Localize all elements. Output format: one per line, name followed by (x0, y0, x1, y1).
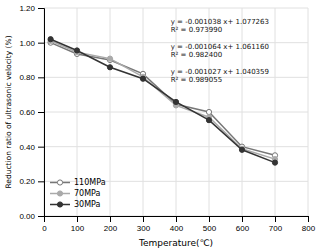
tick: 1.00 (19, 39, 44, 48)
legend: 110MPa 70MPa 30MPa (50, 178, 106, 209)
annotation-line: y = -0.001064 x+ 1.061160 (171, 43, 269, 51)
tick-mark (38, 147, 44, 148)
point (272, 160, 277, 165)
series-line (51, 39, 275, 162)
tick-mark (38, 181, 44, 182)
tick-label: 400 (170, 224, 184, 233)
tick-mark (308, 216, 309, 222)
tick: 0.40 (19, 143, 44, 152)
tick-label: 0.80 (19, 73, 35, 82)
tick: 0.60 (19, 108, 44, 117)
point (140, 76, 145, 81)
x-axis: 0 100 200 300 400 500 600 700 800 (42, 216, 315, 233)
annotation-line: y = -0.001038 x+ 1.077263 (171, 18, 269, 26)
point (206, 118, 211, 123)
axis-line (45, 217, 309, 223)
grid-line (44, 8, 308, 9)
point (206, 109, 211, 114)
series-line (51, 43, 275, 156)
tick: 0.00 (19, 212, 44, 221)
grid-line (44, 146, 308, 147)
legend-label: 70MPa (74, 189, 101, 198)
legend-item: 70MPa (50, 189, 101, 198)
tick: 800 (302, 216, 316, 233)
tick-mark (209, 216, 210, 222)
x-axis-title: Temperature(℃) (138, 238, 213, 248)
tick: 600 (236, 216, 250, 233)
tick-label: 1.20 (19, 4, 35, 13)
plot: 0 100 200 300 400 500 600 700 800 0.00 0.20 0.40 0.6… (19, 4, 315, 233)
tick-mark (38, 8, 44, 9)
point (48, 37, 53, 42)
legend-marker (57, 180, 62, 185)
tick-mark (176, 216, 177, 222)
tick-mark (38, 77, 44, 78)
tick-mark (242, 216, 243, 222)
annotation: y = -0.001027 x+ 1.040359R² = 0.989055 (171, 68, 269, 84)
y-axis: 0.00 0.20 0.40 0.60 0.80 1.00 1.20 (19, 4, 44, 221)
annotation: y = -0.001038 x+ 1.077263R² = 0.973990 (171, 18, 269, 34)
y-axis-title: Reduction ratio of ultrasonic velocity (… (4, 35, 13, 188)
legend-label: 30MPa (74, 200, 101, 209)
tick: 1.20 (19, 4, 44, 13)
tick-label: 0.20 (19, 177, 35, 186)
tick: 100 (71, 216, 85, 233)
tick: 300 (137, 216, 151, 233)
point (107, 56, 112, 61)
annotation: y = -0.001064 x+ 1.061160R² = 0.982400 (171, 43, 269, 59)
annotation-line: y = -0.001027 x+ 1.040359 (171, 68, 269, 76)
tick-label: 0.40 (19, 143, 35, 152)
tick: 0.80 (19, 73, 44, 82)
tick-mark (77, 216, 78, 222)
tick: 0.20 (19, 177, 44, 186)
annotation-line: R² = 0.989055 (171, 76, 222, 84)
legend-item: 110MPa (50, 178, 106, 187)
annotation-line: R² = 0.982400 (171, 51, 222, 59)
grid (44, 8, 308, 216)
tick-mark (38, 216, 44, 217)
tick-label: 600 (236, 224, 250, 233)
point (74, 48, 79, 53)
tick-label: 0 (42, 224, 47, 233)
legend-item: 30MPa (50, 200, 101, 209)
tick-label: 300 (137, 224, 151, 233)
axis-line (38, 9, 45, 217)
tick-mark (38, 43, 44, 44)
tick-label: 500 (203, 224, 217, 233)
tick-mark (143, 216, 144, 222)
marks (48, 37, 278, 166)
legend-label: 110MPa (74, 178, 106, 187)
tick: 0 (42, 216, 47, 233)
point (107, 65, 112, 70)
chart: 0 100 200 300 400 500 600 700 800 0.00 0.20 0.40 0.6… (0, 0, 322, 250)
tick-label: 200 (104, 224, 118, 233)
tick-label: 0.00 (19, 212, 35, 221)
legend-marker (57, 202, 62, 207)
tick-mark (38, 112, 44, 113)
tick-label: 1.00 (19, 39, 35, 48)
annotations: y = -0.001038 x+ 1.077263R² = 0.973990y … (171, 18, 269, 84)
tick-label: 100 (71, 224, 85, 233)
tick: 200 (104, 216, 118, 233)
tick-label: 800 (302, 224, 316, 233)
tick-mark (275, 216, 276, 222)
series-line (51, 41, 275, 159)
tick: 400 (170, 216, 184, 233)
grid-line (44, 112, 308, 113)
point (173, 99, 178, 104)
tick: 700 (269, 216, 283, 233)
point (239, 147, 244, 152)
legend-marker (57, 191, 62, 196)
tick-label: 0.60 (19, 108, 35, 117)
tick-mark (110, 216, 111, 222)
tick-label: 700 (269, 224, 283, 233)
annotation-line: R² = 0.973990 (171, 26, 222, 34)
tick: 500 (203, 216, 217, 233)
